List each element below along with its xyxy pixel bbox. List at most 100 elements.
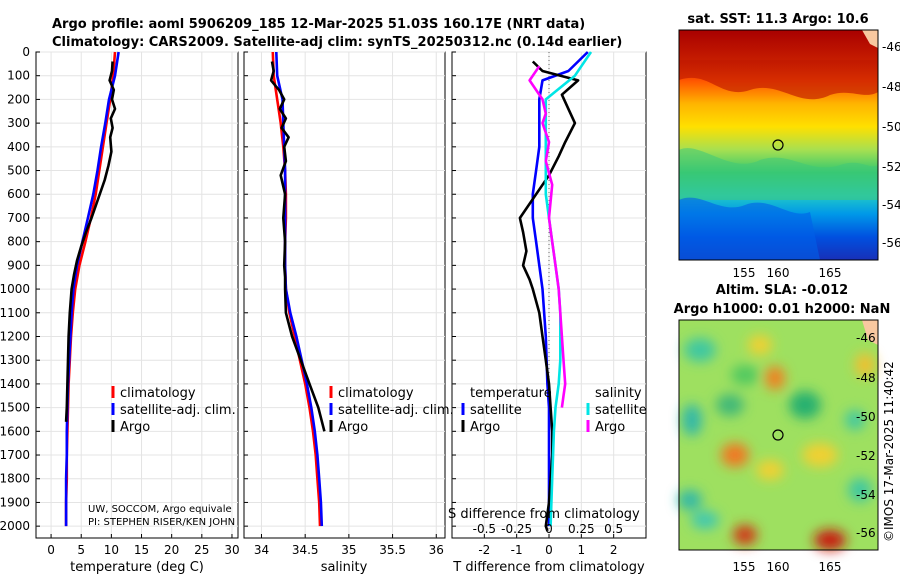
temperature-xlabel: temperature (deg C) bbox=[70, 560, 204, 575]
x-tick-label: -1 bbox=[511, 543, 523, 557]
sst-lat--52: -52 bbox=[882, 160, 900, 174]
series-line-argo bbox=[64, 61, 117, 422]
sla-land bbox=[862, 320, 878, 345]
x-tick-label: 1 bbox=[578, 543, 586, 557]
x-tick-label: 34 bbox=[254, 543, 269, 557]
depth-tick-label: 1700 bbox=[0, 448, 30, 462]
sla-lat--54: -54 bbox=[856, 488, 876, 502]
x-tick-label: 10 bbox=[104, 543, 119, 557]
depth-tick-label: 0 bbox=[22, 45, 30, 59]
salinity-series bbox=[269, 51, 326, 527]
x-tick-label: 35 bbox=[341, 543, 356, 557]
salinity-difference-label: S difference from climatology bbox=[448, 507, 640, 522]
sst-lat--56: -56 bbox=[882, 236, 900, 250]
difference-series bbox=[518, 51, 593, 532]
temperature-panel: 0 5 10 15 20 25 30 0 100 200 300 400 500 600 700 800 90… bbox=[0, 45, 240, 575]
depth-tick-label: 700 bbox=[7, 211, 30, 225]
legend-satellite: satellite-adj. clim. bbox=[338, 403, 454, 418]
depth-tick-label: 1200 bbox=[0, 329, 30, 343]
depth-tick-label: 800 bbox=[7, 235, 30, 249]
x-tick-label: 34.5 bbox=[292, 543, 319, 557]
depth-tick-label: 200 bbox=[7, 92, 30, 106]
legend-climatology: climatology bbox=[120, 386, 196, 401]
depth-tick-label: 900 bbox=[7, 258, 30, 272]
series-line-argo bbox=[269, 61, 326, 432]
sst-warm-patch bbox=[679, 60, 878, 100]
legend-satellite: satellite-adj. clim. bbox=[120, 403, 236, 418]
depth-tick-label: 1100 bbox=[0, 306, 30, 320]
depth-tick-label: 1500 bbox=[0, 401, 30, 415]
x-tick-label: 15 bbox=[134, 543, 149, 557]
depth-tick-label: 1400 bbox=[0, 377, 30, 391]
sla-field bbox=[679, 320, 878, 550]
sst-lon-155: 155 bbox=[733, 266, 756, 280]
s-tick-label: -0.5 bbox=[473, 522, 496, 536]
x-tick-label: 36 bbox=[429, 543, 444, 557]
x-tick-label: 0 bbox=[545, 543, 553, 557]
depth-tick-label: 100 bbox=[7, 69, 30, 83]
sla-map bbox=[678, 319, 879, 551]
x-tick-label: 5 bbox=[77, 543, 85, 557]
depth-tick-label: 2000 bbox=[0, 519, 30, 533]
temperature-axes bbox=[35, 51, 239, 539]
temperature-legend: climatology satellite-adj. clim. Argo bbox=[111, 386, 236, 435]
legend-temp-satellite: satellite bbox=[470, 403, 522, 418]
sst-lat--50: -50 bbox=[882, 120, 900, 134]
sla-lat--46: -46 bbox=[856, 331, 876, 345]
sla-lat--48: -48 bbox=[856, 371, 876, 385]
legend-temperature-title: temperature bbox=[470, 386, 552, 401]
s-tick-label: 0.25 bbox=[568, 522, 595, 536]
sla-lat--50: -50 bbox=[856, 410, 876, 424]
sla-map-title-line-1: Altim. SLA: -0.012 bbox=[716, 283, 848, 298]
salinity-grid bbox=[244, 51, 445, 538]
temperature-ticks: 0 5 10 15 20 25 30 bbox=[36, 51, 240, 557]
sst-map-title: sat. SST: 11.3 Argo: 10.6 bbox=[687, 12, 868, 27]
salinity-ticks: 34 34.5 35 35.5 36 bbox=[244, 51, 444, 557]
difference-xlabel: T difference from climatology bbox=[452, 560, 645, 575]
x-tick-label: -2 bbox=[478, 543, 490, 557]
sla-map-title-line-2: Argo h1000: 0.01 h2000: NaN bbox=[674, 302, 891, 317]
series-line-temperature-satellite bbox=[531, 51, 589, 527]
depth-tick-label: 1600 bbox=[0, 424, 30, 438]
depth-tick-label: 500 bbox=[7, 164, 30, 178]
s-tick-label: 0 bbox=[545, 522, 553, 536]
difference-ticks: -2 -1 0 1 2 -0.5 -0.25 0 0.25 0.5 bbox=[452, 51, 623, 557]
title-line-2: Climatology: CARS2009. Satellite-adj cli… bbox=[52, 35, 622, 50]
sst-lat--54: -54 bbox=[882, 198, 900, 212]
x-tick-label: 35.5 bbox=[379, 543, 406, 557]
sla-map-frame bbox=[678, 319, 879, 551]
imos-watermark: ©IMOS 17-Mar-2025 11:40:42 bbox=[882, 361, 896, 542]
depth-tick-label: 1800 bbox=[0, 472, 30, 486]
sst-lat--46: -46 bbox=[882, 40, 900, 54]
sst-map-frame bbox=[678, 29, 879, 261]
credit-line-2: PI: STEPHEN RISER/KEN JOHN bbox=[88, 517, 235, 528]
depth-tick-label: 1900 bbox=[0, 495, 30, 509]
series-line-salinity-argo bbox=[528, 65, 567, 408]
difference-legend: temperature satellite Argo salinity sate… bbox=[461, 386, 647, 435]
depth-tick-label: 1300 bbox=[0, 353, 30, 367]
credit-line-1: UW, SOCCOM, Argo equivale bbox=[88, 504, 232, 515]
depth-tick-label: 400 bbox=[7, 140, 30, 154]
s-tick-label: 0.5 bbox=[604, 522, 623, 536]
x-tick-label: 0 bbox=[47, 543, 55, 557]
sst-lat--48: -48 bbox=[882, 80, 900, 94]
salinity-axes bbox=[243, 51, 446, 539]
temperature-grid bbox=[36, 51, 238, 538]
salinity-legend: climatology satellite-adj. clim. Argo bbox=[329, 386, 454, 435]
legend-sal-argo: Argo bbox=[595, 420, 625, 435]
depth-tick-label: 300 bbox=[7, 116, 30, 130]
sst-lon-165: 165 bbox=[819, 266, 842, 280]
sla-lat--56: -56 bbox=[856, 526, 876, 540]
depth-tick-label: 600 bbox=[7, 187, 30, 201]
sla-lon-155: 155 bbox=[733, 560, 756, 574]
x-tick-label: 25 bbox=[194, 543, 209, 557]
legend-temp-argo: Argo bbox=[470, 420, 500, 435]
x-tick-label: 20 bbox=[164, 543, 179, 557]
salinity-xlabel: salinity bbox=[321, 560, 368, 575]
difference-panel: -2 -1 0 1 2 -0.5 -0.25 0 0.25 0.5 T difference fr… bbox=[448, 51, 647, 575]
sla-lon-165: 165 bbox=[819, 560, 842, 574]
sst-cold-patch bbox=[679, 197, 820, 260]
x-tick-label: 2 bbox=[610, 543, 618, 557]
sla-eddies bbox=[678, 335, 875, 550]
